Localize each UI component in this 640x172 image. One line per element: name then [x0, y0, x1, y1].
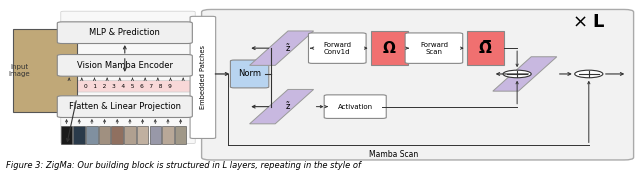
Text: Ω: Ω: [383, 41, 396, 56]
Bar: [162, 126, 173, 144]
Text: Mamba Scan: Mamba Scan: [369, 150, 418, 159]
Bar: [175, 126, 186, 144]
Text: Activation: Activation: [338, 104, 372, 110]
Text: Input
Image: Input Image: [8, 64, 30, 77]
Polygon shape: [493, 57, 557, 91]
Bar: [13, 29, 77, 112]
Polygon shape: [250, 89, 314, 124]
Text: $\mathregular{\tilde{z}}$: $\mathregular{\tilde{z}}$: [285, 42, 291, 54]
FancyBboxPatch shape: [58, 55, 192, 76]
Bar: [137, 126, 148, 144]
Text: $\mathregular{\tilde{z}}$: $\mathregular{\tilde{z}}$: [285, 101, 291, 112]
Text: Forward
Scan: Forward Scan: [420, 42, 448, 55]
Bar: [74, 126, 85, 144]
Text: $\times$ $\mathbf{L}$: $\times$ $\mathbf{L}$: [572, 13, 605, 31]
Polygon shape: [250, 31, 314, 65]
Circle shape: [503, 70, 531, 78]
Bar: [150, 126, 161, 144]
FancyBboxPatch shape: [405, 33, 463, 63]
FancyBboxPatch shape: [190, 16, 216, 138]
FancyBboxPatch shape: [58, 96, 192, 117]
Text: MLP & Prediction: MLP & Prediction: [90, 28, 160, 37]
Bar: [124, 126, 136, 144]
Text: Norm: Norm: [238, 69, 261, 78]
Bar: [61, 126, 72, 144]
FancyBboxPatch shape: [202, 9, 634, 160]
Text: Forward
Conv1d: Forward Conv1d: [323, 42, 351, 55]
Bar: [86, 126, 98, 144]
Text: Ω̅: Ω̅: [479, 41, 492, 56]
FancyBboxPatch shape: [324, 95, 387, 119]
FancyBboxPatch shape: [58, 22, 192, 44]
Bar: [99, 126, 110, 144]
Text: Vision Mamba Encoder: Vision Mamba Encoder: [77, 61, 173, 70]
FancyBboxPatch shape: [61, 11, 195, 144]
Bar: [111, 126, 123, 144]
Text: Embedded Patches: Embedded Patches: [200, 45, 206, 109]
FancyBboxPatch shape: [62, 81, 194, 92]
Text: Figure 3: ZigMa: Our building block is structured in L layers, repeating in the : Figure 3: ZigMa: Our building block is s…: [6, 161, 362, 170]
FancyBboxPatch shape: [308, 33, 366, 63]
Text: 0   1   2   3   4   5   6   7   8   9: 0 1 2 3 4 5 6 7 8 9: [84, 84, 172, 89]
Bar: [467, 31, 504, 65]
Bar: [371, 31, 408, 65]
Circle shape: [575, 70, 603, 78]
FancyBboxPatch shape: [230, 60, 269, 88]
Text: Flatten & Linear Projection: Flatten & Linear Projection: [69, 102, 181, 111]
